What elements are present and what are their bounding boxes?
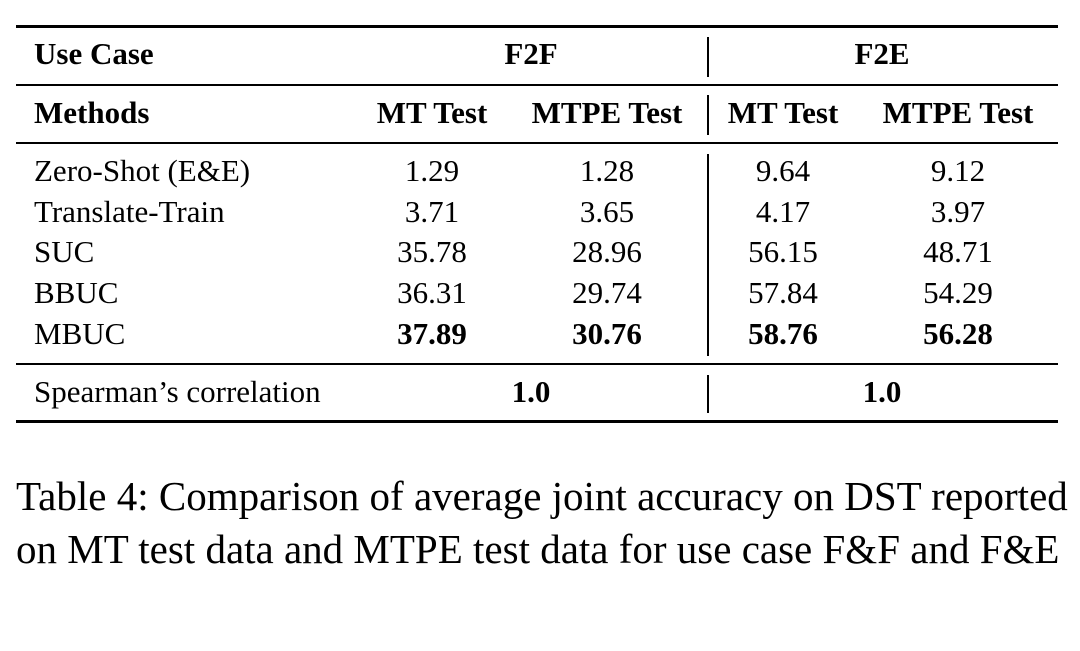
table-caption: Table 4: Comparison of average joint acc… [16,473,1068,572]
table-cell-best: 58.76 [748,316,818,351]
header-methods: Methods [34,95,150,130]
row-method: MBUC [34,316,126,351]
table-bottom-rule [16,420,1058,423]
spearman-label: Spearman’s correlation [34,374,321,409]
col-separator [707,154,709,356]
row-method: Zero-Shot (E&E) [34,153,251,188]
header-group-f2f: F2F [504,36,558,71]
table-cell: 35.78 [397,234,467,269]
table-cell: 56.15 [748,234,818,269]
spearman-f2e: 1.0 [862,374,902,409]
table-cell: 36.31 [397,275,467,310]
table-top-rule [16,25,1058,28]
table-cell-best: 56.28 [923,316,993,351]
table-cell: 54.29 [923,275,993,310]
col-separator [707,375,709,413]
row-method: Translate-Train [34,194,225,229]
table-header-rule [16,84,1058,86]
table-cell: 28.96 [572,234,642,269]
table-cell: 3.71 [404,194,460,229]
header-use-case: Use Case [34,36,154,71]
table-cell: 4.17 [755,194,811,229]
table-cell-best: 30.76 [572,316,642,351]
table-cell-best: 37.89 [397,316,467,351]
table-cell: 1.29 [404,153,460,188]
table-cell: 9.64 [755,153,811,188]
table-cell: 29.74 [572,275,642,310]
table-footer-rule [16,363,1058,365]
table-cell: 3.65 [579,194,635,229]
table-cell: 57.84 [748,275,818,310]
col-separator [707,95,709,135]
row-method: BBUC [34,275,119,310]
table-cell: 9.12 [930,153,986,188]
header-group-f2e: F2E [854,36,910,71]
header-f2e-mt-test: MT Test [727,95,839,130]
row-method: SUC [34,234,95,269]
header-f2e-mtpe-test: MTPE Test [882,95,1034,130]
table-body-rule [16,142,1058,144]
table-cell: 48.71 [923,234,993,269]
col-separator [707,37,709,77]
spearman-f2f: 1.0 [511,374,551,409]
header-f2f-mt-test: MT Test [376,95,488,130]
header-f2f-mtpe-test: MTPE Test [531,95,683,130]
table-cell: 1.28 [579,153,635,188]
table-cell: 3.97 [930,194,986,229]
